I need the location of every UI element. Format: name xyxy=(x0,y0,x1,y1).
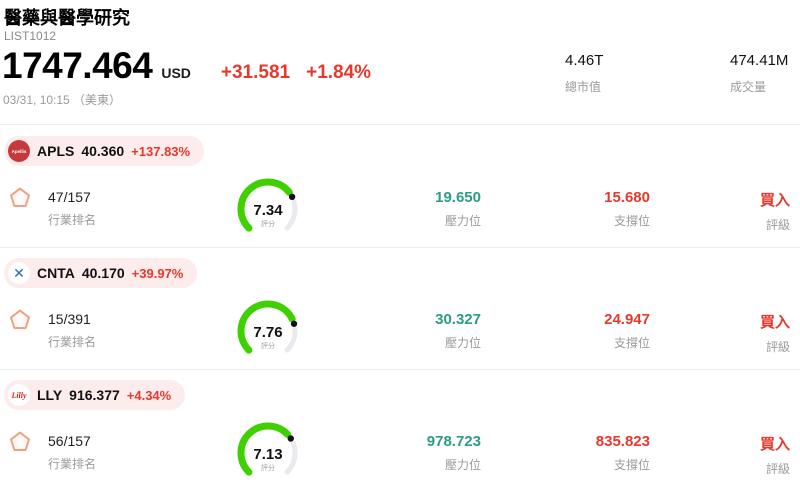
stock-row-lly[interactable]: Lilly LLY 916.377 +4.34% 56/157 行業排名 7.1… xyxy=(0,380,800,488)
support-label: 支撐位 xyxy=(613,214,650,228)
stock-price: 40.360 xyxy=(81,143,125,159)
ticker: CNTA xyxy=(37,265,75,281)
lly-logo-icon: Lilly xyxy=(8,384,30,406)
support-value: 835.823 xyxy=(595,433,650,450)
list-id: LIST1012 xyxy=(4,29,57,43)
row-divider-2 xyxy=(0,369,800,370)
cnta-logo-icon: ✕ xyxy=(8,262,30,284)
pressure-level: 978.723 壓力位 xyxy=(427,433,481,473)
industry-rank: 15/391 行業排名 xyxy=(48,311,96,350)
rating-label: 評級 xyxy=(765,218,790,232)
support-level: 24.947 支撐位 xyxy=(604,311,650,351)
svg-text:7.76: 7.76 xyxy=(253,324,282,341)
pressure-level: 19.650 壓力位 xyxy=(435,189,481,229)
rating[interactable]: 買入 評級 xyxy=(760,433,790,477)
market-cap-label: 總市值 xyxy=(565,80,602,94)
market-cap-value: 4.46T xyxy=(565,52,604,69)
gauge-indicator-dot xyxy=(287,435,294,442)
pressure-label: 壓力位 xyxy=(444,214,481,228)
ticker: LLY xyxy=(37,387,63,403)
support-value: 15.680 xyxy=(604,189,650,206)
page-title: 醫藥與醫學研究 xyxy=(4,8,130,28)
industry-badge-icon xyxy=(10,309,30,329)
rank-value: 15/391 xyxy=(48,311,91,327)
stock-row-cnta[interactable]: ✕ CNTA 40.170 +39.97% 15/391 行業排名 7.76 評分… xyxy=(0,258,800,380)
stock-change-pct: +39.97% xyxy=(131,265,184,281)
index-price-row: 1747.464 USD +31.581 +1.84% xyxy=(2,47,371,84)
volume-value: 474.41M xyxy=(730,52,789,69)
stock-badge-apls[interactable]: Apellis APLS 40.360 +137.83% xyxy=(4,136,205,166)
volume-stat: 474.41M 成交量 xyxy=(730,52,788,95)
industry-badge-icon xyxy=(10,187,30,207)
support-level: 15.680 支撐位 xyxy=(604,189,650,229)
pressure-value: 30.327 xyxy=(435,311,481,328)
svg-text:評分: 評分 xyxy=(261,219,275,228)
volume-label: 成交量 xyxy=(730,80,767,94)
timestamp: 03/31, 10:15 （美東） xyxy=(3,93,122,107)
svg-text:7.34: 7.34 xyxy=(253,202,283,219)
header-divider xyxy=(0,124,800,125)
stock-change-pct: +137.83% xyxy=(131,143,191,159)
stock-row-apls[interactable]: Apellis APLS 40.360 +137.83% 47/157 行業排名… xyxy=(0,136,800,258)
support-label: 支撐位 xyxy=(613,336,650,350)
rank-label: 行業排名 xyxy=(48,457,97,471)
price-change-pct: +1.84% xyxy=(306,62,372,83)
rating-value: 買入 xyxy=(759,192,790,209)
rating[interactable]: 買入 評級 xyxy=(760,189,790,233)
support-level: 835.823 支撐位 xyxy=(596,433,650,473)
rating[interactable]: 買入 評級 xyxy=(760,311,790,355)
market-cap-stat: 4.46T 總市值 xyxy=(565,52,603,95)
support-value: 24.947 xyxy=(604,311,650,328)
pressure-label: 壓力位 xyxy=(444,458,481,472)
industry-rank: 47/157 行業排名 xyxy=(48,189,96,228)
price-change: +31.581 xyxy=(220,62,291,83)
stock-price: 40.170 xyxy=(81,265,125,281)
stock-price: 916.377 xyxy=(69,387,120,403)
rating-value: 買入 xyxy=(759,436,790,453)
rating-value: 買入 xyxy=(759,314,790,331)
svg-text:評分: 評分 xyxy=(261,341,275,350)
row-divider-1 xyxy=(0,247,800,248)
pressure-level: 30.327 壓力位 xyxy=(435,311,481,351)
rank-label: 行業排名 xyxy=(48,213,97,227)
pressure-value: 978.723 xyxy=(426,433,481,450)
gauge-indicator-dot xyxy=(290,320,298,327)
rank-value: 56/157 xyxy=(48,433,91,449)
svg-text:7.13: 7.13 xyxy=(253,446,282,463)
index-price: 1747.464 xyxy=(2,45,153,86)
rating-label: 評級 xyxy=(765,462,790,476)
rank-value: 47/157 xyxy=(48,189,91,205)
pressure-value: 19.650 xyxy=(435,189,481,206)
stock-badge-lly[interactable]: Lilly LLY 916.377 +4.34% xyxy=(4,380,186,410)
stock-badge-cnta[interactable]: ✕ CNTA 40.170 +39.97% xyxy=(4,258,198,288)
rank-label: 行業排名 xyxy=(48,335,97,349)
support-label: 支撐位 xyxy=(613,458,650,472)
currency-label: USD xyxy=(161,65,191,81)
pressure-label: 壓力位 xyxy=(444,336,481,350)
gauge-indicator-dot xyxy=(288,193,296,201)
ticker: APLS xyxy=(37,143,75,159)
industry-badge-icon xyxy=(10,431,30,451)
apls-logo-icon: Apellis xyxy=(8,140,30,162)
stock-change-pct: +4.34% xyxy=(126,387,172,403)
industry-rank: 56/157 行業排名 xyxy=(48,433,96,472)
rating-label: 評級 xyxy=(765,340,790,354)
svg-text:評分: 評分 xyxy=(261,463,275,472)
